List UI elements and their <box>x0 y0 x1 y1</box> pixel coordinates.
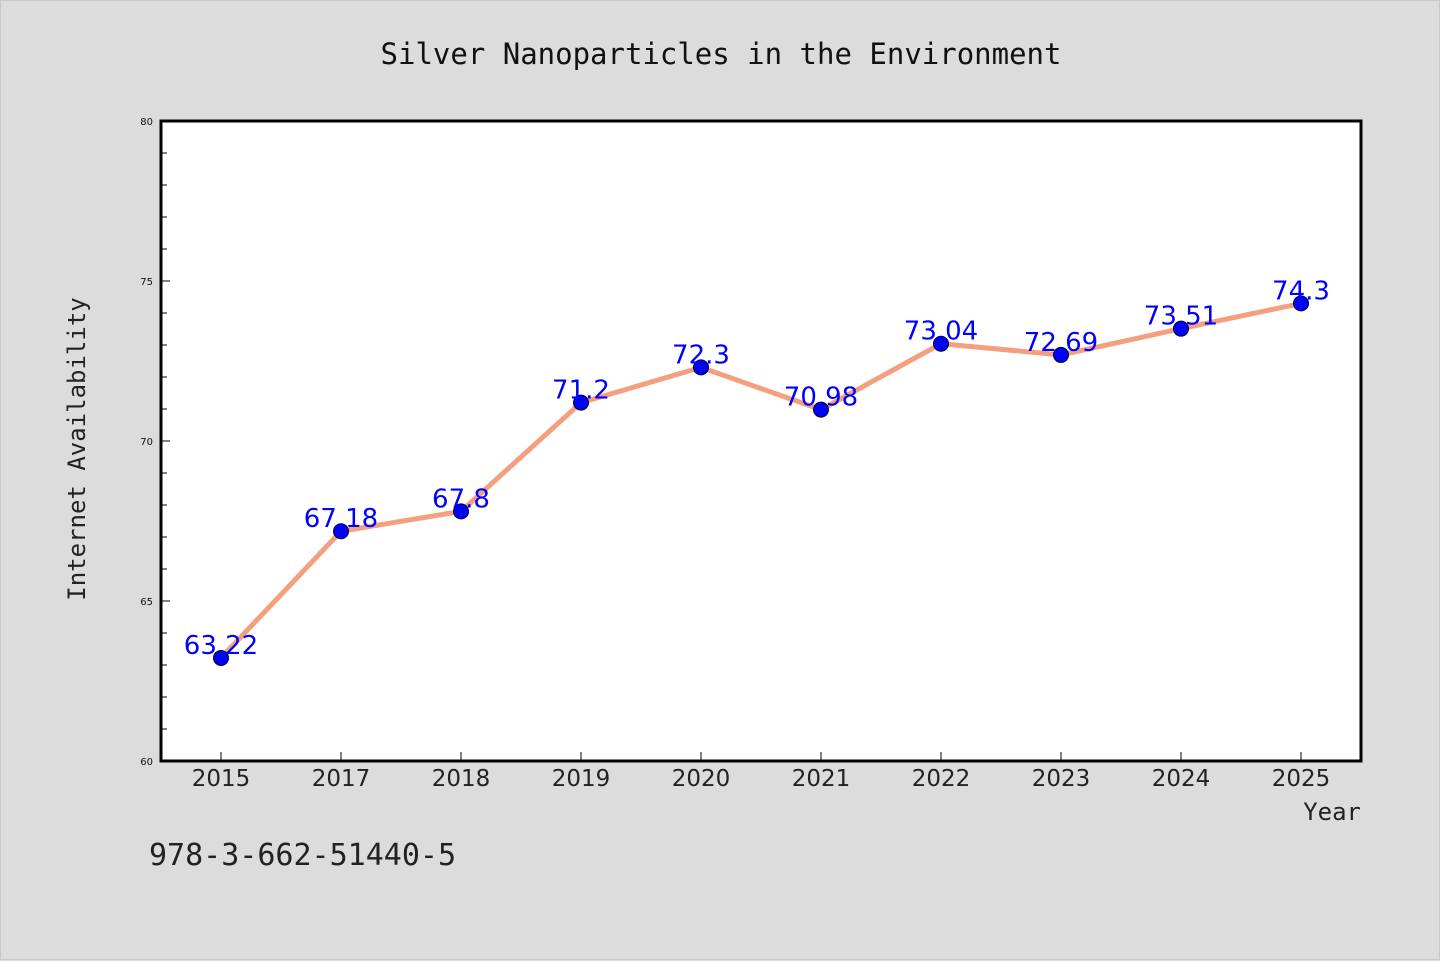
data-point <box>1293 295 1309 312</box>
y-tick-label: 75 <box>140 277 153 288</box>
data-point <box>333 523 349 540</box>
data-point <box>693 359 709 376</box>
isbn-text: 978-3-662-51440-5 <box>149 838 456 873</box>
x-tick-label: 2015 <box>192 766 251 792</box>
x-axis-label: Year <box>1303 798 1361 826</box>
chart-title: Silver Nanoparticles in the Environment <box>381 37 1062 71</box>
data-point <box>1173 320 1189 337</box>
data-point <box>573 394 589 411</box>
data-label: 63.22 <box>184 631 258 661</box>
x-tick-label: 2022 <box>912 766 971 792</box>
y-axis-label: Internet Availability <box>63 297 91 600</box>
data-label: 72.3 <box>672 340 730 370</box>
data-label: 67.8 <box>432 484 490 514</box>
y-tick-label: 65 <box>140 597 153 608</box>
data-label: 73.04 <box>904 317 978 347</box>
y-tick-label: 80 <box>140 117 153 128</box>
data-point <box>1053 346 1069 363</box>
y-axis: 60 65 70 75 80 <box>140 117 170 768</box>
x-tick-label: 2021 <box>792 766 851 792</box>
x-tick-label: 2025 <box>1272 766 1331 792</box>
series-layer <box>213 295 1309 666</box>
y-tick-label: 60 <box>140 757 153 768</box>
series-line <box>218 300 1304 661</box>
data-label: 67.18 <box>304 504 378 534</box>
data-label: 74.3 <box>1272 276 1330 306</box>
data-point <box>813 401 829 418</box>
x-tick-label: 2023 <box>1032 766 1091 792</box>
x-axis: 2015 2017 2018 2019 2020 2021 2022 2023 2024 2025 <box>192 752 1331 792</box>
x-tick-label: 2020 <box>672 766 731 792</box>
data-point <box>933 335 949 352</box>
y-tick-label: 70 <box>140 437 153 448</box>
data-label: 70.98 <box>784 383 858 413</box>
data-label: 71.2 <box>552 376 610 406</box>
data-label: 72.69 <box>1024 328 1098 358</box>
plot-area <box>159 119 1363 763</box>
data-point <box>453 503 469 520</box>
x-tick-label: 2024 <box>1152 766 1211 792</box>
x-tick-label: 2019 <box>552 766 611 792</box>
data-point <box>213 649 229 666</box>
x-tick-label: 2017 <box>312 766 371 792</box>
data-label: 73.51 <box>1144 302 1218 332</box>
x-tick-label: 2018 <box>432 766 491 792</box>
data-labels: 63.22 67.18 67.8 71.2 72.3 70.98 73.04 72.69 73.… <box>184 276 1330 661</box>
